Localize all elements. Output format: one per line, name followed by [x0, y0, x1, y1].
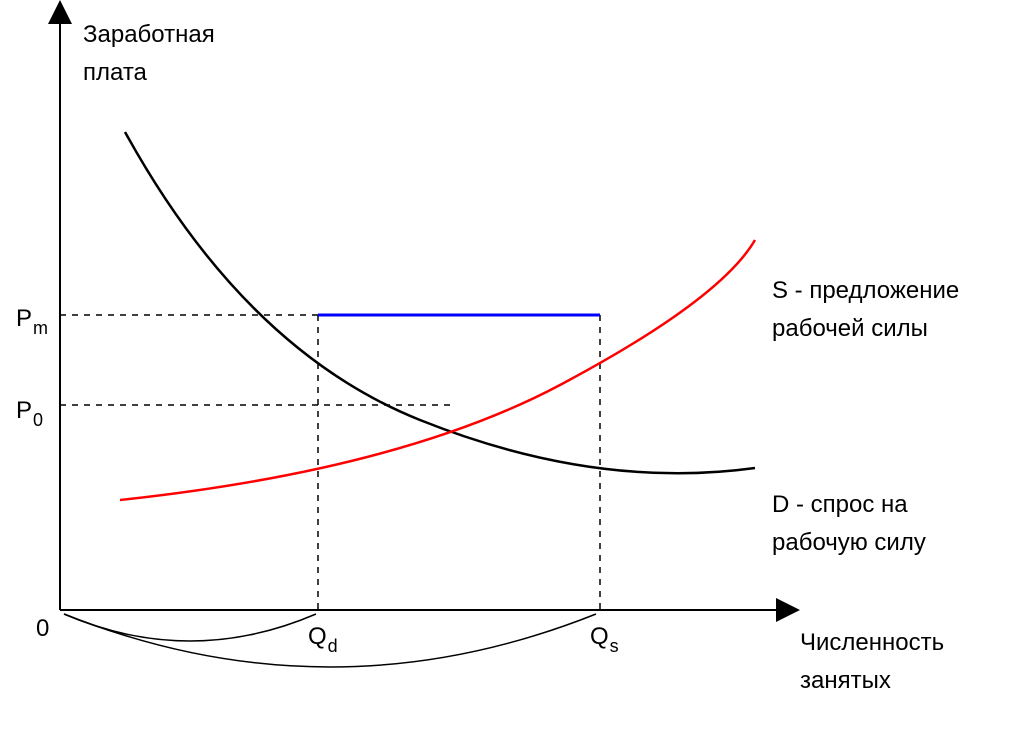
supply-label: S - предложение [772, 277, 959, 304]
x-axis-label: Численность [800, 629, 944, 656]
supply-label-2: рабочей силы [772, 315, 928, 342]
demand-curve [125, 132, 755, 473]
label-p0: P0 [16, 397, 43, 430]
label-qs: Qs [590, 623, 619, 656]
supply-curve [120, 240, 755, 500]
demand-label-2: рабочую силу [772, 529, 926, 556]
x-axis-label-2: занятых [800, 667, 891, 694]
label-qd: Qd [308, 623, 338, 656]
labor-market-chart: Заработная плата Численность занятых 0 S - пр… [0, 0, 1018, 740]
label-pm: Pm [16, 305, 48, 338]
demand-label: D - спрос на [772, 491, 908, 518]
origin-label: 0 [36, 615, 49, 642]
y-axis-label: Заработная [83, 21, 215, 48]
y-axis-label-2: плата [83, 59, 148, 86]
